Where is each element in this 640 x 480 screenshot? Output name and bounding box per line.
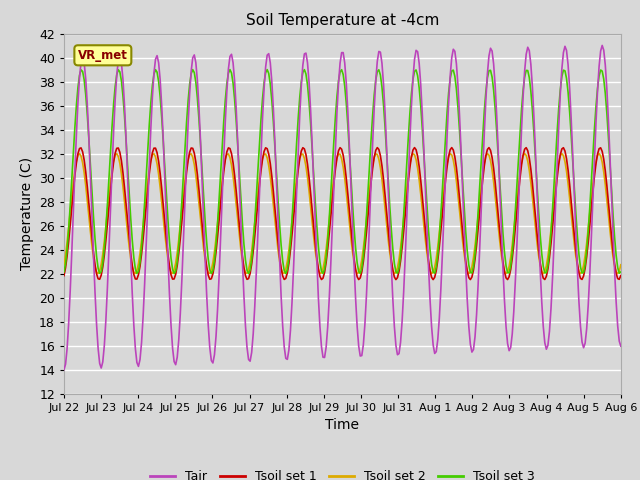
Legend: Tair, Tsoil set 1, Tsoil set 2, Tsoil set 3: Tair, Tsoil set 1, Tsoil set 2, Tsoil se… <box>145 465 540 480</box>
Y-axis label: Temperature (C): Temperature (C) <box>20 157 33 270</box>
Title: Soil Temperature at -4cm: Soil Temperature at -4cm <box>246 13 439 28</box>
Text: VR_met: VR_met <box>78 49 128 62</box>
X-axis label: Time: Time <box>325 418 360 432</box>
